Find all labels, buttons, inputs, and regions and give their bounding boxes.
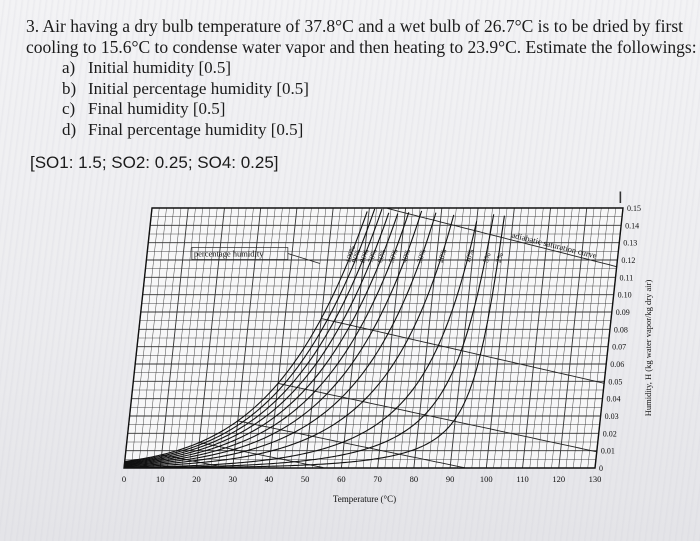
curve-label: 40% <box>399 248 412 264</box>
curve-label: 2% <box>494 252 506 264</box>
x-tick-label: 60 <box>337 474 346 484</box>
question-item-a: a) Initial humidity [0.5] <box>62 58 309 79</box>
item-label: c) <box>62 99 76 118</box>
percentage-humidity-curve <box>124 210 423 466</box>
item-label: a) <box>62 58 76 77</box>
x-tick-label: 0 <box>122 474 126 484</box>
curve-label: 50% <box>387 248 400 264</box>
x-tick-label: 50 <box>301 474 310 484</box>
curve-label: 20% <box>436 248 449 264</box>
curve-label: 80% <box>358 248 371 264</box>
item-label: b) <box>62 78 77 98</box>
question-item-c: c) Final humidity [0.5] <box>62 99 309 120</box>
x-tick-label: 130 <box>589 474 602 484</box>
x-tick-label: 90 <box>446 474 455 484</box>
y-tick-label: 0.07 <box>612 343 626 352</box>
annotation-leader-line <box>287 253 321 264</box>
x-tick-label: 110 <box>516 474 528 484</box>
x-tick-label: 20 <box>192 474 201 484</box>
x-tick-label: 100 <box>480 474 493 484</box>
y-tick-label: 0.01 <box>601 447 615 456</box>
y-tick-label: 0.03 <box>605 412 619 421</box>
problem-statement: 3. Air having a dry bulb temperature of … <box>26 16 697 58</box>
percentage-humidity-curve <box>124 212 410 466</box>
question-item-d: d) Final percentage humidity [0.5] <box>62 120 309 141</box>
curve-label: 5% <box>481 252 493 264</box>
percentage-humidity-curve <box>124 208 376 463</box>
x-tick-label: 10 <box>156 474 165 484</box>
curve-label: 10% <box>463 248 476 264</box>
percentage-humidity-curve <box>124 221 478 468</box>
y-tick-label: 0.04 <box>606 395 620 404</box>
x-tick-label: 120 <box>552 474 565 484</box>
item-text: Final percentage humidity [0.5] <box>88 119 304 139</box>
item-label: d) <box>62 119 77 139</box>
humidity-chart: 100%90%80%70%60%50% 40% 30% 20% 10% 5% 2%0 10 20… <box>122 204 653 504</box>
y-tick-label: 0.12 <box>621 256 635 265</box>
curve-label: 70% <box>366 248 379 264</box>
y-tick-label: 0.13 <box>623 239 637 248</box>
adiabatic-saturation-line <box>237 420 465 469</box>
percentage-humidity-curve <box>124 211 368 463</box>
adiabatic-saturation-line <box>321 318 605 384</box>
percentage-humidity-curve <box>124 213 399 465</box>
problem-line-1: 3. Air having a dry bulb temperature of … <box>26 16 683 36</box>
curve-label: 90% <box>350 248 363 264</box>
adiabatic-saturation-line <box>387 208 617 268</box>
item-text: Final humidity [0.5] <box>88 99 226 118</box>
y-tick-label: 0.15 <box>627 204 641 213</box>
curve-label: 30% <box>415 248 428 264</box>
y-tick-label: 0 <box>599 464 603 473</box>
annotation-percentage-humidity: percentage humidity <box>194 249 264 259</box>
item-text: Initial humidity [0.5] <box>88 58 232 77</box>
so-marks: [SO1: 1.5; SO2: 0.25; SO4: 0.25] <box>30 153 279 172</box>
x-axis-label: Temperature (°C) <box>333 494 396 504</box>
y-tick-label: 0.09 <box>616 308 630 317</box>
problem-line-2: cooling to 15.6°C to condense water vapo… <box>26 37 697 57</box>
percentage-humidity-curve <box>124 208 383 464</box>
plot-frame <box>123 207 624 469</box>
y-tick-label: 0.14 <box>625 221 639 230</box>
percentage-humidity-curve <box>124 214 455 468</box>
percentage-humidity-curve <box>124 214 495 469</box>
question-items: a) Initial humidity [0.5] b) Initial perce… <box>62 58 309 140</box>
x-tick-label: 40 <box>265 474 274 484</box>
percentage-humidity-curve <box>124 212 437 467</box>
x-tick-label: 80 <box>410 474 419 484</box>
question-item-b: b) Initial percentage humidity [0.5] <box>62 79 309 100</box>
adiabatic-saturation-line <box>199 442 324 469</box>
y-tick-label: 0.08 <box>614 325 628 334</box>
text-cursor-icon: I <box>618 188 623 207</box>
y-tick-label: 0.10 <box>618 291 632 300</box>
y-tick-label: 0.05 <box>608 377 622 386</box>
y-tick-label: 0.11 <box>620 273 634 282</box>
adiabatic-saturation-line <box>277 382 597 453</box>
curve-label: 60% <box>375 248 388 264</box>
item-text: Initial percentage humidity [0.5] <box>88 78 309 98</box>
y-tick-label: 0.06 <box>610 360 624 369</box>
y-tick-label: 0.02 <box>603 429 617 438</box>
percentage-humidity-curve <box>124 212 390 464</box>
y-axis-label: Humidity, H (kg water vapor/kg dry air) <box>643 280 653 417</box>
x-tick-label: 30 <box>228 474 237 484</box>
x-tick-label: 70 <box>373 474 382 484</box>
